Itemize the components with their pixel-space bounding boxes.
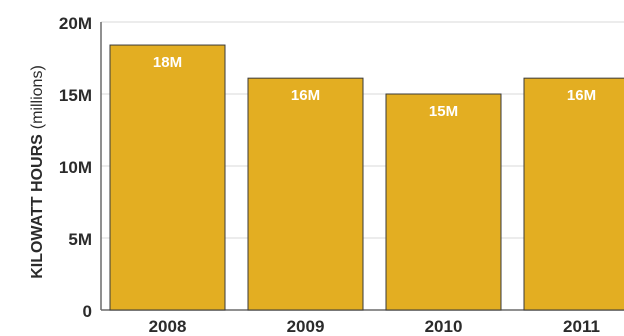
x-tick-label: 2009 <box>287 317 325 336</box>
y-tick-label: 20M <box>59 14 92 33</box>
x-tick-label: 2008 <box>149 317 187 336</box>
data-label: 18M <box>153 54 182 71</box>
y-axis-title-main: KILOWATT HOURS <box>29 134 46 279</box>
y-axis-title-unit: (millions) <box>29 65 46 129</box>
labels: 0 5M 10M 15M 20M 18M 2008 16M 2009 15M 2010 16M 2011 <box>59 14 600 336</box>
bar <box>109 44 226 311</box>
x-tick-label: 2011 <box>563 317 600 336</box>
bar <box>385 93 502 311</box>
y-tick-label: 0 <box>83 302 92 321</box>
bar <box>247 77 364 311</box>
data-label: 16M <box>291 87 320 104</box>
bars <box>109 44 624 311</box>
y-tick-label: 5M <box>68 230 92 249</box>
data-label: 15M <box>429 103 458 120</box>
y-tick-label: 15M <box>59 86 92 105</box>
x-tick-label: 2010 <box>425 317 463 336</box>
bar <box>523 77 624 311</box>
y-axis-title: KILOWATT HOURS (millions) <box>29 65 46 279</box>
y-tick-label: 10M <box>59 158 92 177</box>
data-label: 16M <box>567 87 596 104</box>
